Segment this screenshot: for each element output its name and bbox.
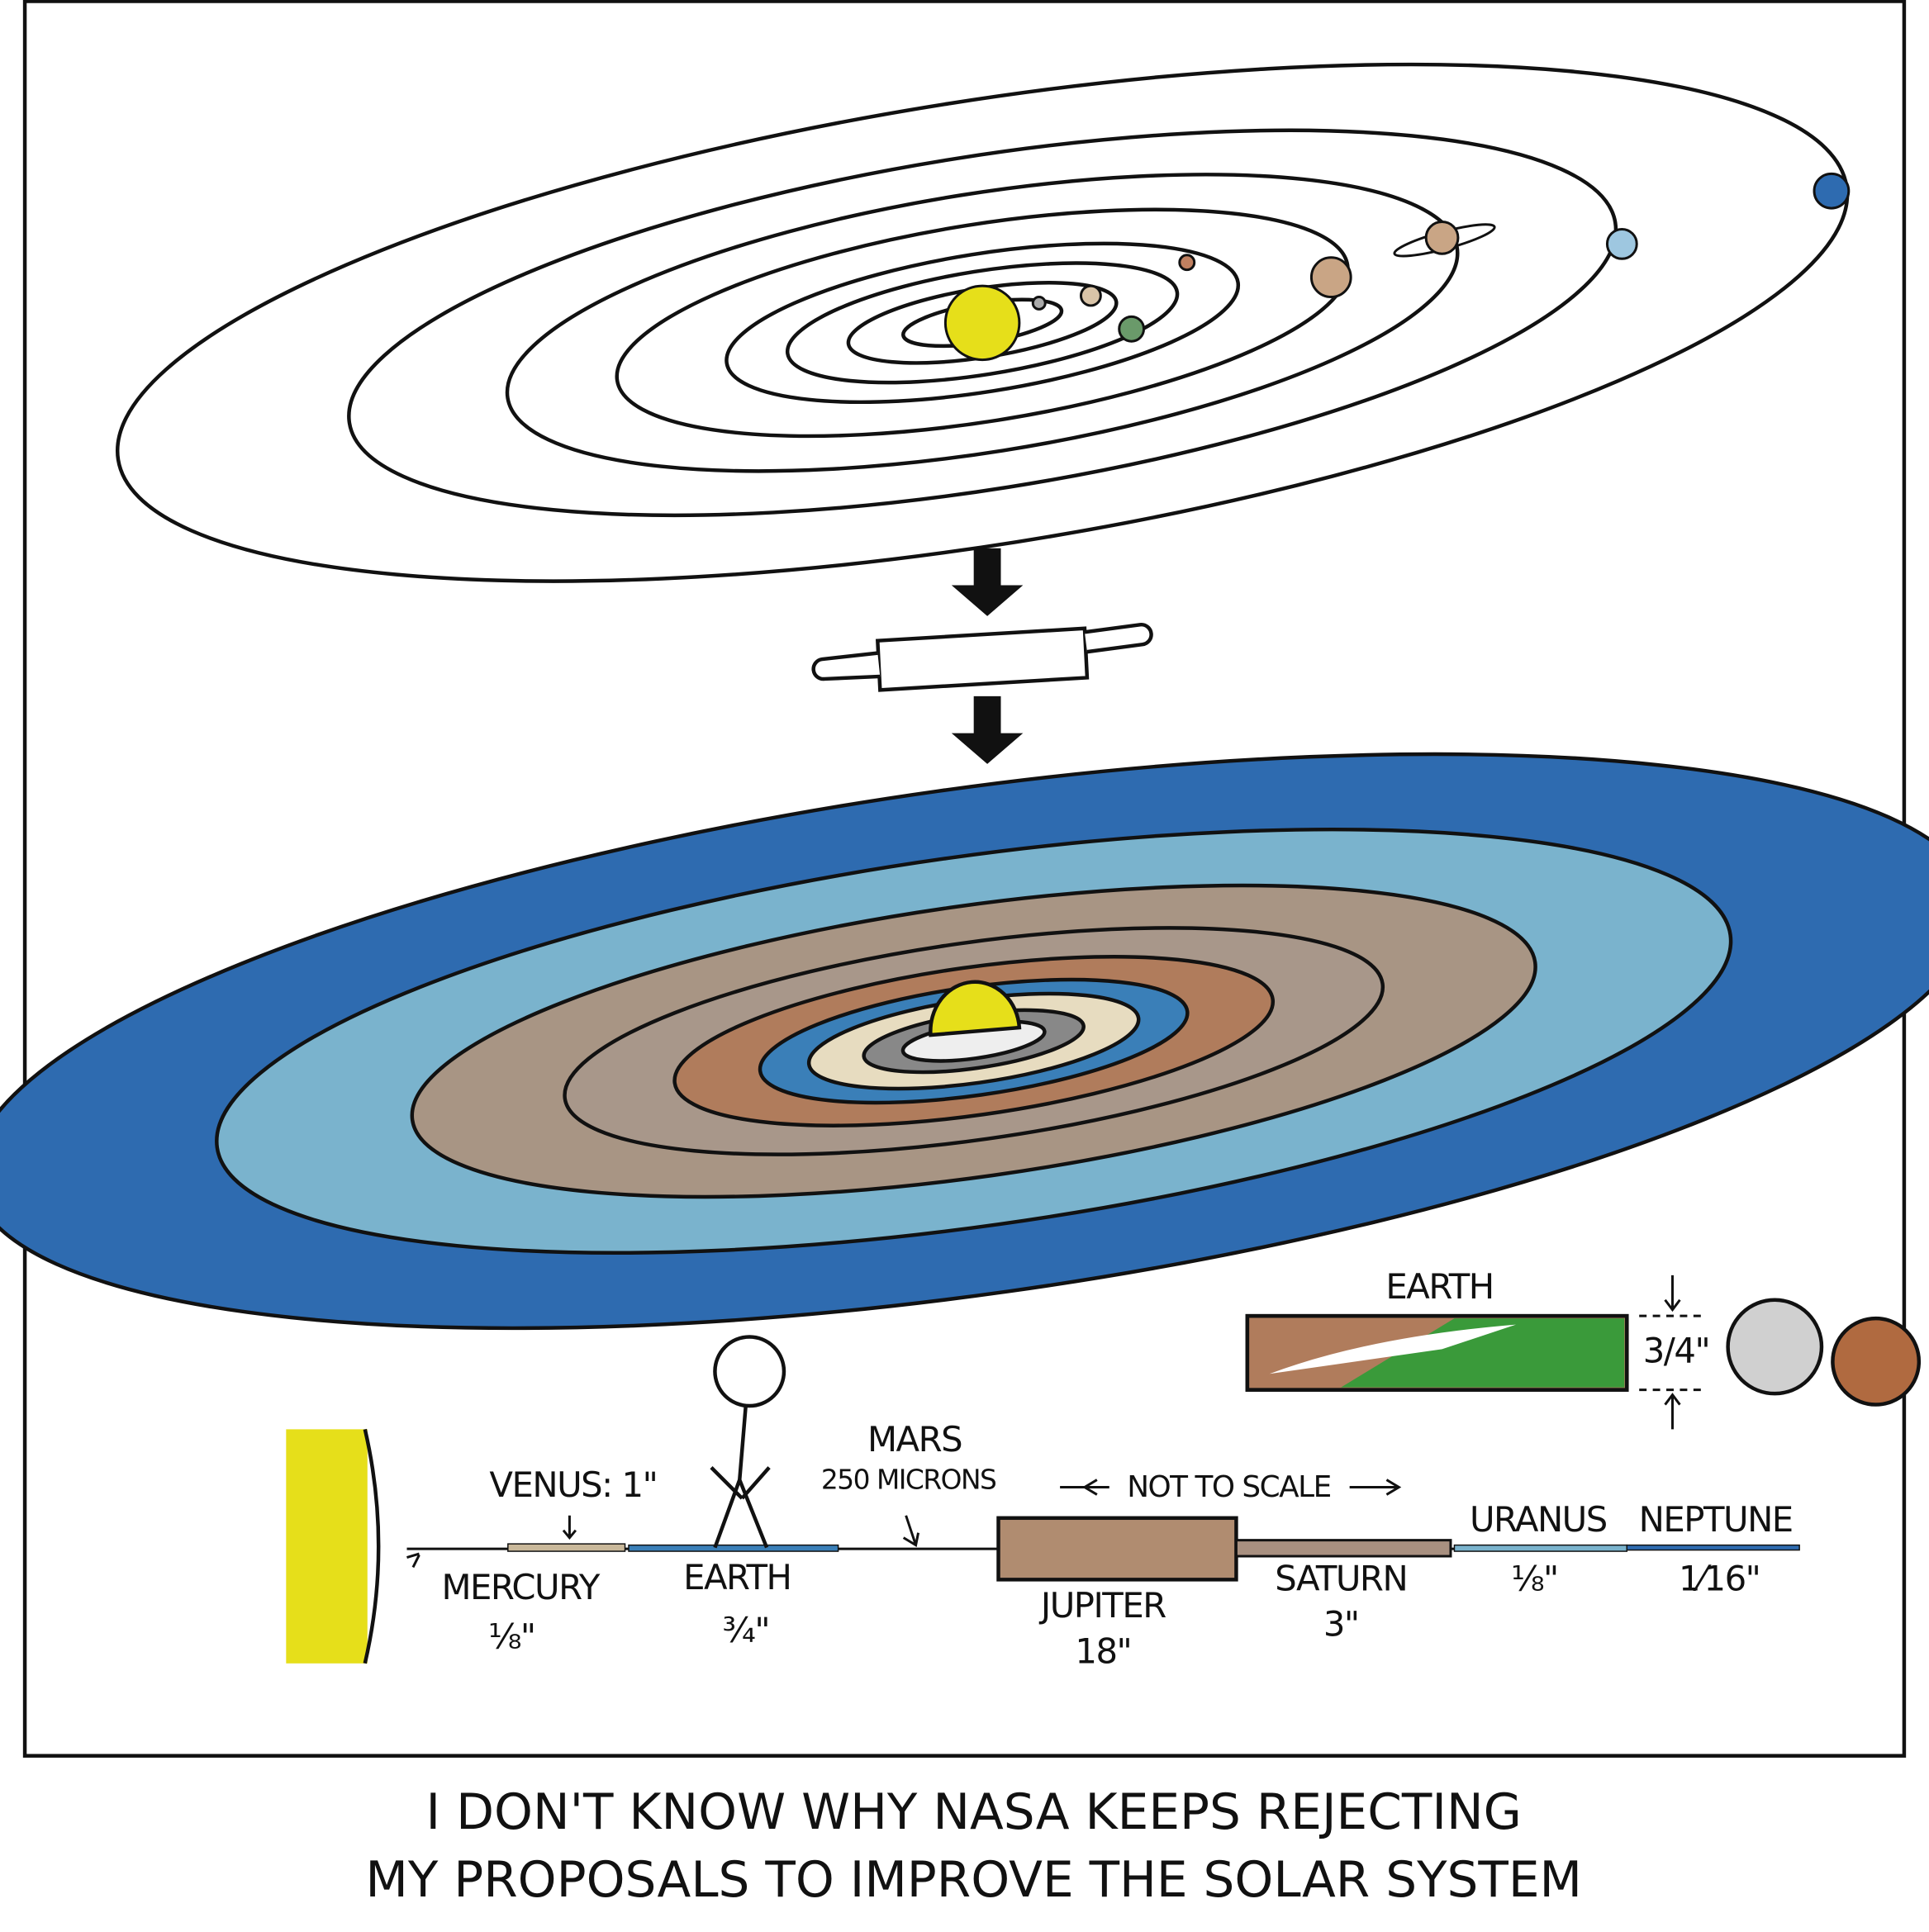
label: SATURN	[1275, 1558, 1407, 1598]
label: EARTH	[683, 1557, 791, 1597]
caption-line: I DON'T KNOW WHY NASA KEEPS REJECTING	[426, 1784, 1522, 1841]
sun-half	[929, 980, 1022, 1037]
arrows-and-pin	[811, 548, 1153, 764]
scale-drawing	[286, 1275, 1922, 1664]
label: ⅛"	[1511, 1558, 1558, 1598]
label: VENUS: 1"	[489, 1464, 657, 1505]
label: 18"	[1075, 1631, 1131, 1671]
label: NOT TO SCALE	[1127, 1470, 1331, 1504]
flattened-system	[0, 752, 1929, 1331]
label: 3/4"	[1643, 1330, 1709, 1370]
label: MARS	[867, 1419, 962, 1460]
label: NEPTUNE	[1639, 1499, 1793, 1540]
caption-line: MY PROPOSALS TO IMPROVE THE SOLAR SYSTEM	[365, 1852, 1582, 1909]
labels: EARTH 3/4" VENUS: 1" MERCURY ⅛" EARTH ¾"…	[442, 1266, 1794, 1672]
label: 3"	[1323, 1604, 1359, 1645]
label: 1⁄16"	[1679, 1558, 1760, 1598]
label: ⅛"	[488, 1616, 535, 1656]
label: URANUS	[1470, 1499, 1607, 1540]
label: MERCURY	[442, 1567, 601, 1607]
planets	[943, 172, 1851, 362]
label: 250 MICRONS	[821, 1464, 995, 1496]
label: ¾"	[722, 1610, 769, 1650]
label: JUPITER	[1038, 1585, 1166, 1626]
label: EARTH	[1385, 1266, 1493, 1307]
